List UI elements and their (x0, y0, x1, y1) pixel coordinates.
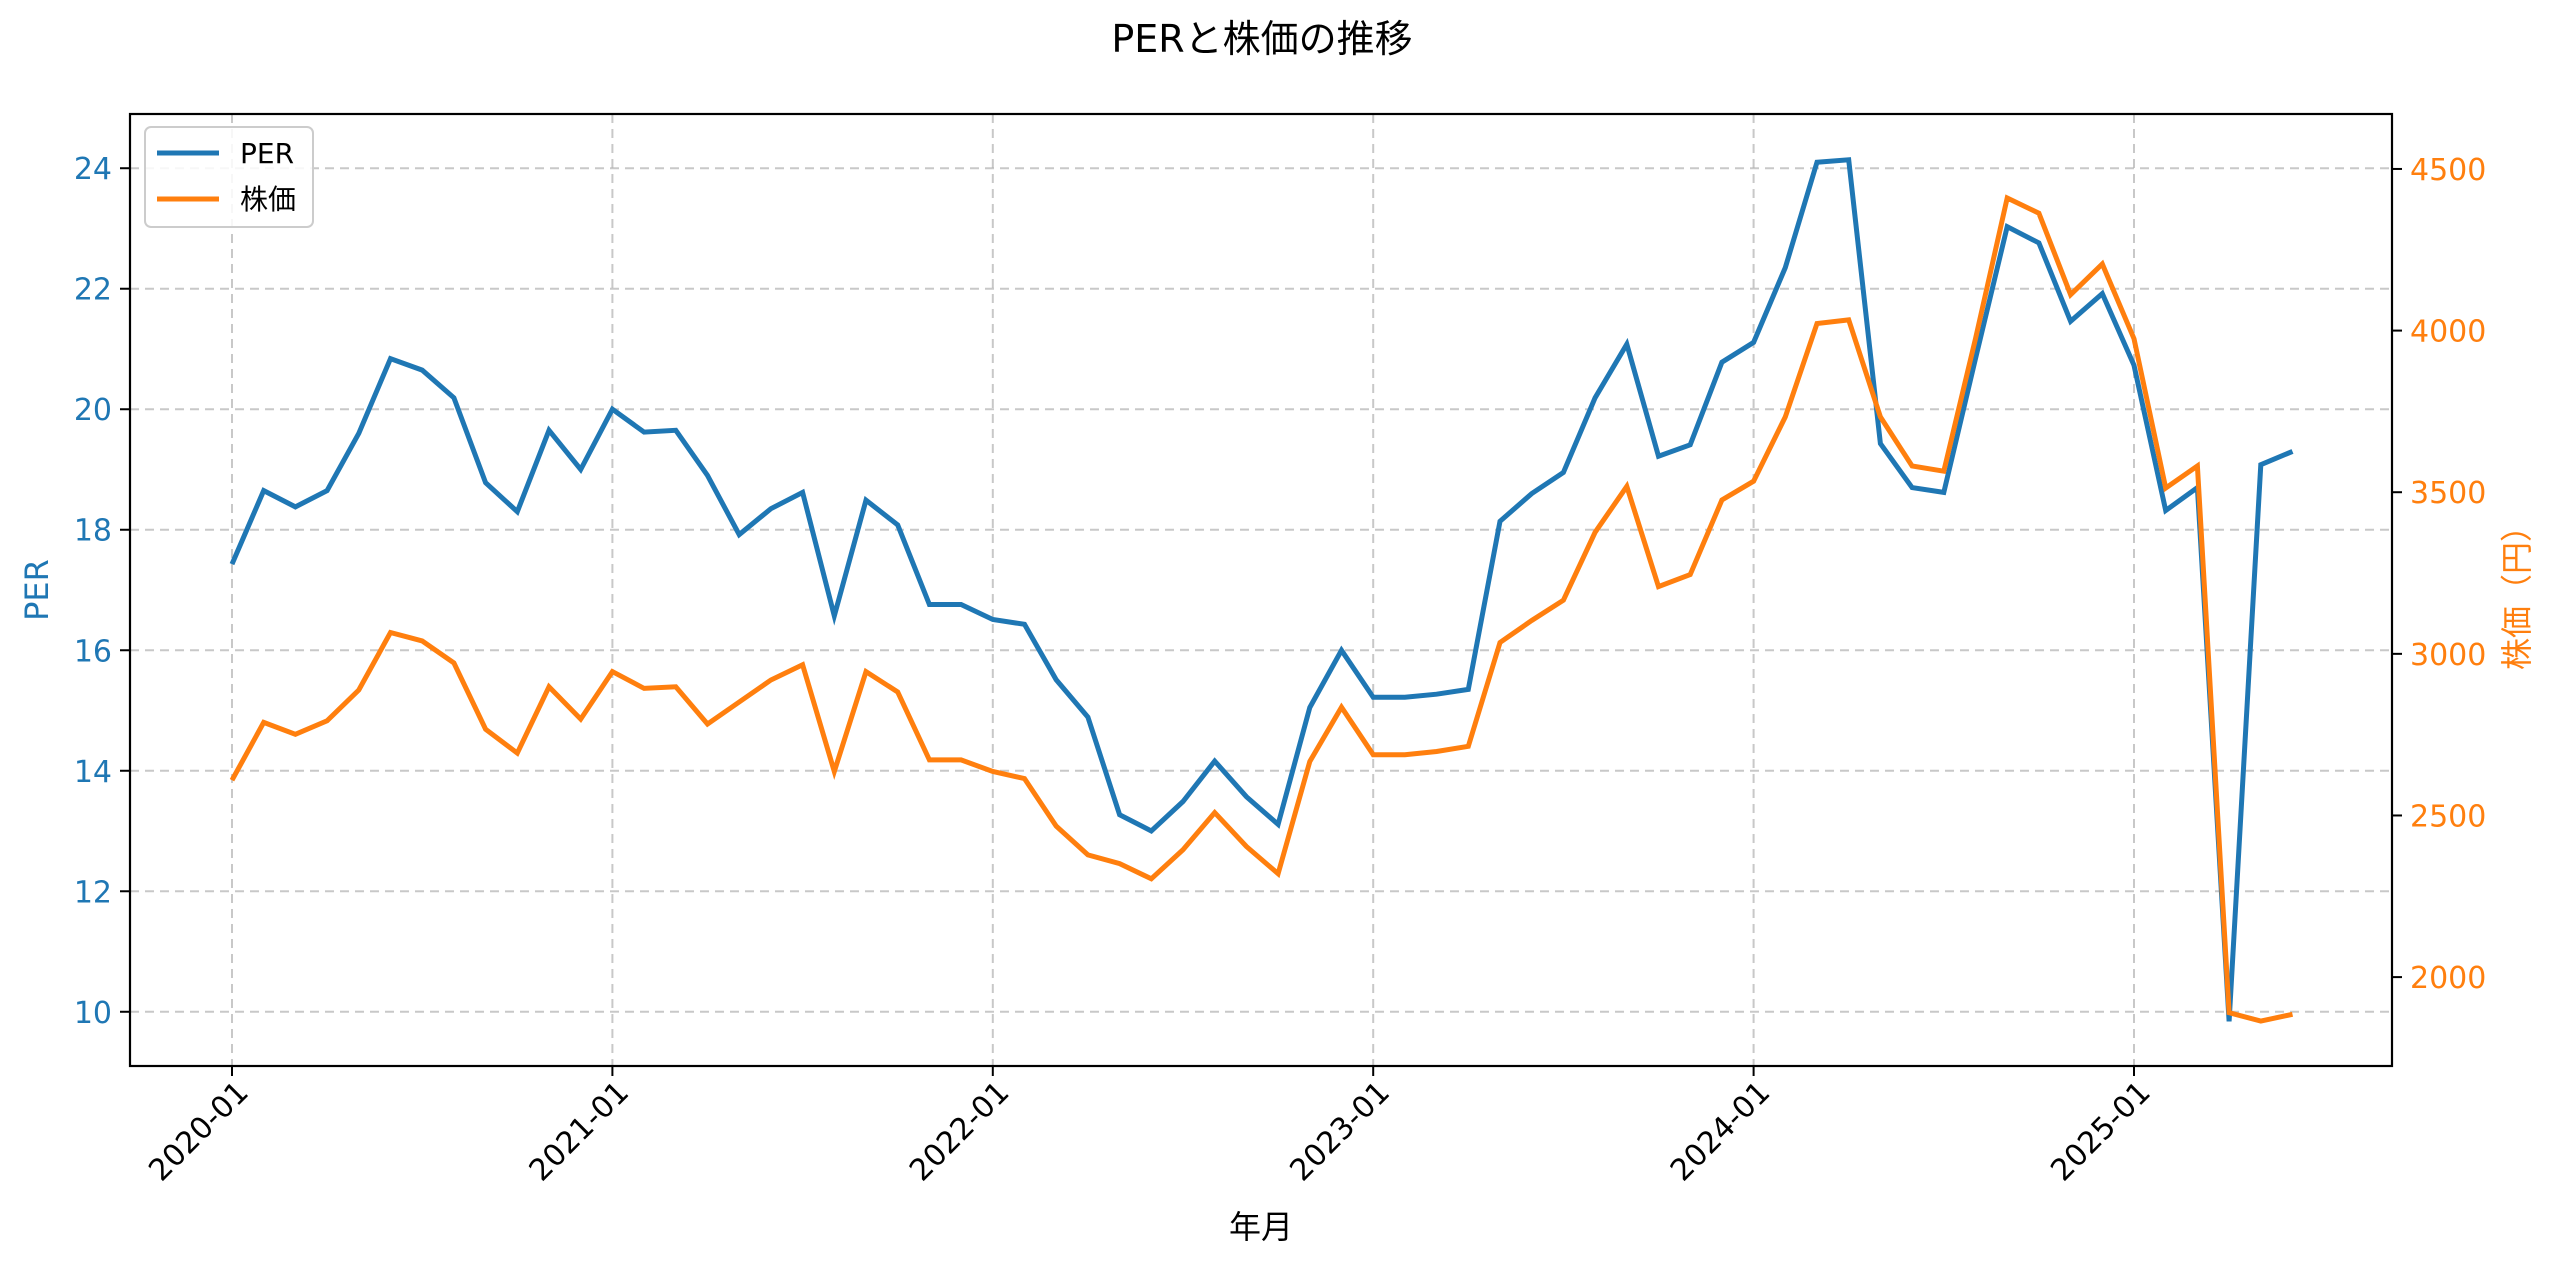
left-tick-label: 12 (74, 875, 112, 910)
series-line-per (229, 157, 2294, 1022)
x-tick-label: 2025-01 (2044, 1075, 2157, 1188)
legend: PER 株価 (144, 126, 314, 228)
grid-lines (130, 114, 2392, 1066)
data-series (229, 157, 2294, 1024)
left-tick-label: 20 (74, 393, 112, 428)
x-axis-label: 年月 (1229, 1208, 1293, 1246)
left-tick-label: 22 (74, 273, 112, 308)
series-line-price (229, 194, 2294, 1024)
left-tick-label: 10 (74, 996, 112, 1031)
left-tick-label: 18 (74, 514, 112, 549)
left-tick-label: 16 (74, 634, 112, 669)
right-tick-label: 2000 (2410, 961, 2486, 996)
right-tick-label: 4500 (2410, 153, 2486, 188)
left-y-axis: 10 12 14 16 18 20 22 24 (74, 152, 130, 1031)
right-y-axis-label: 株価（円） (2498, 510, 2536, 670)
x-axis: 2020-01 2021-01 2022-01 2023-01 2024-01 2025-… (142, 1066, 2158, 1188)
right-tick-label: 3500 (2410, 476, 2486, 511)
plot-area-frame (128, 112, 2394, 1068)
right-tick-label: 4000 (2410, 315, 2486, 350)
x-tick-label: 2020-01 (142, 1075, 255, 1188)
left-tick-label: 24 (74, 152, 112, 187)
x-tick-label: 2022-01 (903, 1075, 1016, 1188)
chart-title: PERと株価の推移 (1111, 17, 1412, 61)
right-tick-label: 3000 (2410, 638, 2486, 673)
x-tick-label: 2023-01 (1283, 1075, 1396, 1188)
legend-price-label: 株価 (240, 183, 296, 216)
legend-per-label: PER (240, 137, 294, 170)
left-y-axis-label: PER (18, 559, 56, 621)
right-y-axis: 2000 2500 3000 3500 4000 4500 (2392, 153, 2486, 996)
x-tick-label: 2024-01 (1664, 1075, 1777, 1188)
right-tick-label: 2500 (2410, 799, 2486, 834)
left-tick-label: 14 (74, 755, 112, 790)
x-tick-label: 2021-01 (523, 1075, 636, 1188)
